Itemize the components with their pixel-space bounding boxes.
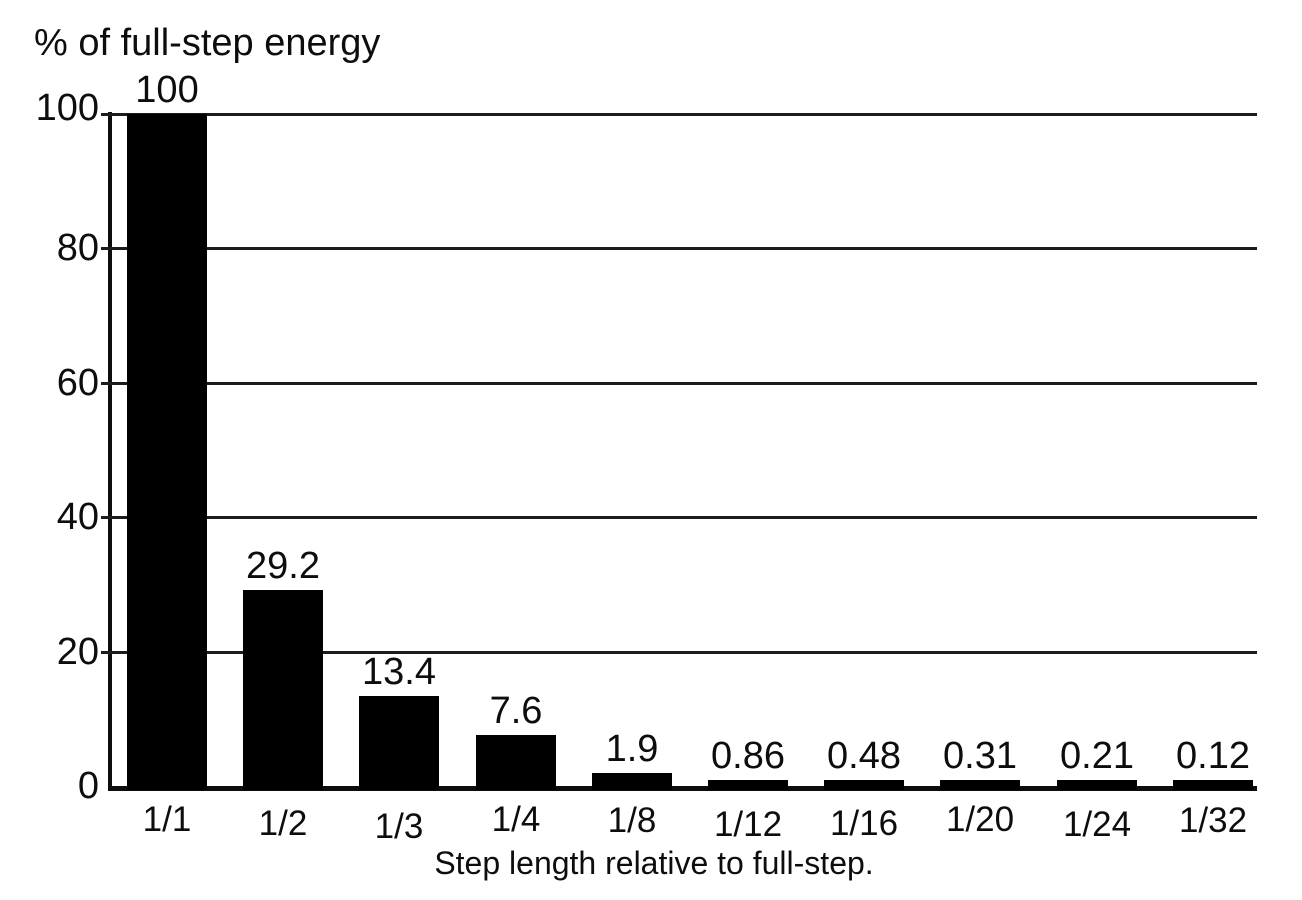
- y-tick-20: [101, 650, 110, 654]
- y-tick-40: [101, 516, 110, 520]
- y-tick-label-100: 100: [35, 87, 99, 129]
- bar-value-label-1/24: 0.21: [1060, 735, 1134, 777]
- x-axis-caption: Step length relative to full-step.: [434, 845, 874, 881]
- gridline-60: [110, 381, 1257, 385]
- x-tick-label-1/3: 1/3: [374, 807, 424, 846]
- bar-1/3: [359, 696, 439, 790]
- bar-1/12: [708, 780, 788, 790]
- x-tick-label-1/32: 1/32: [1178, 801, 1248, 840]
- bar-1/1: [127, 114, 207, 790]
- bar-value-label-1/4: 7.6: [489, 690, 543, 732]
- bar-1/24: [1057, 780, 1137, 790]
- x-tick-label-1/20: 1/20: [945, 800, 1015, 839]
- bar-value-label-1/12: 0.86: [711, 735, 785, 777]
- bar-value-label-1/32: 0.12: [1176, 735, 1250, 777]
- y-tick-label-60: 60: [56, 361, 99, 404]
- x-tick-label-1/12: 1/12: [713, 805, 783, 844]
- bar-1/20: [940, 780, 1020, 790]
- bar-1/16: [824, 780, 904, 790]
- y-tick-80: [101, 247, 110, 251]
- y-axis-title: % of full-step energy: [34, 22, 381, 64]
- x-axis-line: [108, 786, 1257, 791]
- x-tick-label-1/24: 1/24: [1062, 805, 1132, 844]
- y-tick-100: [101, 113, 110, 116]
- bar-1/2: [243, 590, 323, 790]
- x-tick-label-1/2: 1/2: [258, 804, 308, 843]
- bar-1/4: [476, 735, 556, 790]
- y-tick-label-40: 40: [56, 496, 99, 539]
- bar-value-label-1/1: 100: [135, 69, 199, 111]
- x-tick-label-1/8: 1/8: [607, 801, 657, 840]
- y-tick-60: [101, 381, 110, 385]
- gridline-20: [110, 650, 1257, 654]
- y-tick-label-20: 20: [56, 630, 99, 673]
- gridline-80: [110, 247, 1257, 251]
- gridline-40: [110, 516, 1257, 520]
- y-tick-label-0: 0: [77, 765, 99, 807]
- gridline-100: [110, 113, 1257, 116]
- bar-value-label-1/3: 13.4: [362, 651, 436, 693]
- bar-value-label-1/2: 29.2: [246, 545, 320, 587]
- x-tick-label-1/4: 1/4: [491, 800, 541, 839]
- bar-1/32: [1173, 780, 1253, 790]
- x-tick-label-1/1: 1/1: [142, 800, 192, 839]
- bar-value-label-1/8: 1.9: [605, 728, 659, 770]
- y-axis-line: [108, 112, 112, 791]
- bar-value-label-1/20: 0.31: [943, 735, 1017, 777]
- y-tick-label-80: 80: [56, 227, 99, 270]
- bar-value-label-1/16: 0.48: [827, 735, 901, 777]
- bar-1/8: [592, 773, 672, 790]
- x-tick-label-1/16: 1/16: [829, 804, 899, 843]
